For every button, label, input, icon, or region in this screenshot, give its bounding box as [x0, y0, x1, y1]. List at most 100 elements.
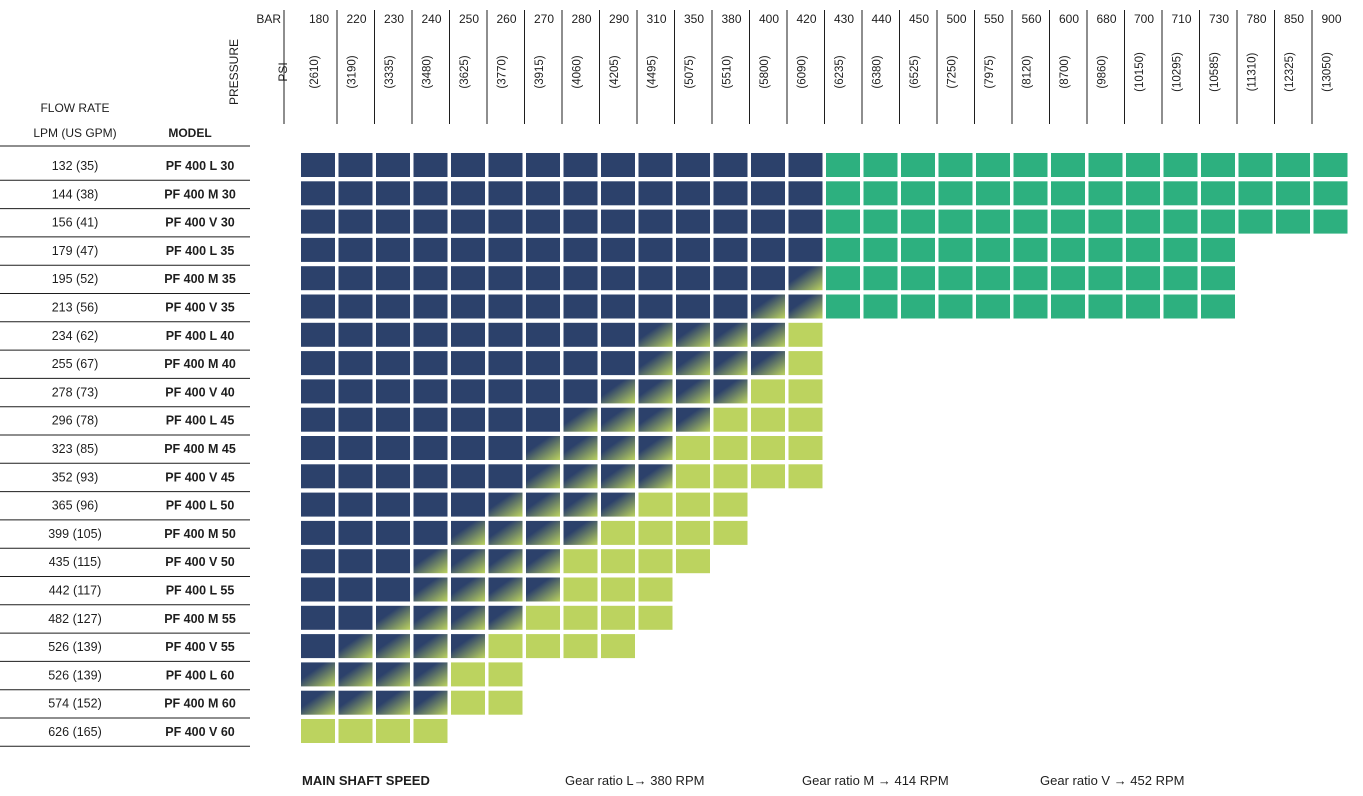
- pressure-cell: [976, 153, 1010, 177]
- pressure-cell: [638, 577, 673, 602]
- pressure-cell: [488, 464, 523, 489]
- pressure-cell: [638, 520, 673, 545]
- pressure-cell: [563, 634, 598, 659]
- pressure-cell: [788, 436, 823, 460]
- pressure-cell: [713, 520, 748, 545]
- pressure-cell: [338, 492, 373, 517]
- pressure-cell: [1201, 153, 1235, 177]
- gear-ratio-v-label: Gear ratio V → 452 RPM: [1040, 773, 1185, 788]
- pressure-cell: [976, 209, 1010, 234]
- pressure-cell: [413, 153, 448, 177]
- pressure-cell: [563, 436, 598, 460]
- pressure-cell: [413, 492, 448, 517]
- pressure-cell: [413, 266, 448, 291]
- pressure-cell: [713, 294, 748, 319]
- pressure-cell: [301, 153, 335, 177]
- bar-tick-label: 850: [1284, 12, 1304, 26]
- pressure-cell: [301, 209, 335, 234]
- model-header: MODEL: [168, 126, 211, 140]
- model-cell: PF 400 V 60: [165, 725, 235, 739]
- pressure-cell: [638, 549, 673, 574]
- pressure-cell: [976, 237, 1010, 262]
- pressure-cell: [451, 237, 485, 262]
- pressure-cell: [676, 436, 710, 460]
- pressure-cell: [638, 209, 673, 234]
- model-cell: PF 400 M 45: [164, 442, 236, 456]
- bar-tick-label: 430: [834, 12, 854, 26]
- pressure-cell: [938, 237, 973, 262]
- pressure-cell: [376, 577, 410, 602]
- pressure-cell: [338, 520, 373, 545]
- pressure-cell: [751, 153, 785, 177]
- pressure-cell: [788, 153, 823, 177]
- pressure-cell: [901, 237, 935, 262]
- pressure-cell: [1088, 153, 1123, 177]
- pressure-cell: [1013, 209, 1048, 234]
- pressure-cell: [601, 322, 635, 347]
- pressure-cell: [901, 181, 935, 206]
- pressure-cell: [338, 322, 373, 347]
- flow-rate-cell: 352 (93): [52, 470, 99, 484]
- flow-rate-cell: 526 (139): [48, 640, 102, 654]
- pressure-cell: [488, 181, 523, 206]
- flow-rate-cell: 323 (85): [52, 442, 99, 456]
- pressure-cell: [713, 492, 748, 517]
- pressure-cell: [1163, 181, 1198, 206]
- pressure-cell: [788, 237, 823, 262]
- pressure-cell: [338, 351, 373, 376]
- pressure-cell: [338, 605, 373, 630]
- pressure-cell: [601, 181, 635, 206]
- flow-rate-cell: 234 (62): [52, 329, 99, 343]
- psi-tick-label: (10585): [1209, 52, 1221, 92]
- flow-rate-cell: 365 (96): [52, 499, 99, 513]
- pressure-cell: [1126, 237, 1160, 262]
- pressure-cell: [526, 153, 560, 177]
- pressure-cell: [751, 237, 785, 262]
- pressure-cell: [1013, 153, 1048, 177]
- pressure-cell: [338, 407, 373, 432]
- model-cell: PF 400 M 50: [164, 527, 236, 541]
- pressure-cell: [1201, 181, 1235, 206]
- flow-rate-cell: 482 (127): [48, 612, 102, 626]
- bar-tick-label: 680: [1096, 12, 1116, 26]
- pressure-cell: [526, 266, 560, 291]
- pressure-cell: [451, 549, 485, 574]
- pressure-cell: [376, 634, 410, 659]
- pressure-cell: [713, 407, 748, 432]
- main-shaft-speed-label: MAIN SHAFT SPEED: [302, 773, 430, 788]
- bar-tick-label: 600: [1059, 12, 1079, 26]
- bar-tick-label: 900: [1321, 12, 1341, 26]
- model-cell: PF 400 L 30: [166, 159, 235, 173]
- bar-tick-label: 230: [384, 12, 404, 26]
- pressure-cell: [488, 266, 523, 291]
- pressure-cell: [938, 209, 973, 234]
- pressure-cell: [488, 605, 523, 630]
- pressure-cell: [601, 237, 635, 262]
- pressure-cell: [676, 153, 710, 177]
- pressure-cell: [638, 237, 673, 262]
- pressure-cell: [451, 153, 485, 177]
- gear-ratio-l-label: Gear ratio L→ 380 RPM: [565, 773, 705, 788]
- pressure-cell: [751, 379, 785, 404]
- flow-rate-cell: 213 (56): [52, 301, 99, 315]
- pressure-cell: [601, 549, 635, 574]
- psi-tick-label: (8120): [1022, 55, 1034, 88]
- psi-axis-label: PSI: [276, 62, 290, 81]
- bar-tick-label: 380: [721, 12, 741, 26]
- pressure-cell: [788, 464, 823, 489]
- pressure-cell: [938, 153, 973, 177]
- flow-rate-cell: 399 (105): [48, 527, 102, 541]
- psi-tick-label: (12325): [1284, 52, 1296, 92]
- pressure-cell: [338, 209, 373, 234]
- psi-tick-label: (9860): [1097, 55, 1109, 88]
- pressure-cell: [1088, 209, 1123, 234]
- pressure-cell: [751, 266, 785, 291]
- pressure-cell: [563, 266, 598, 291]
- pressure-cell: [901, 294, 935, 319]
- pressure-cell: [488, 351, 523, 376]
- model-cell: PF 400 V 55: [165, 640, 235, 654]
- pressure-cell: [376, 181, 410, 206]
- pressure-cell: [563, 492, 598, 517]
- pressure-cell: [451, 209, 485, 234]
- psi-tick-label: (6380): [872, 55, 884, 88]
